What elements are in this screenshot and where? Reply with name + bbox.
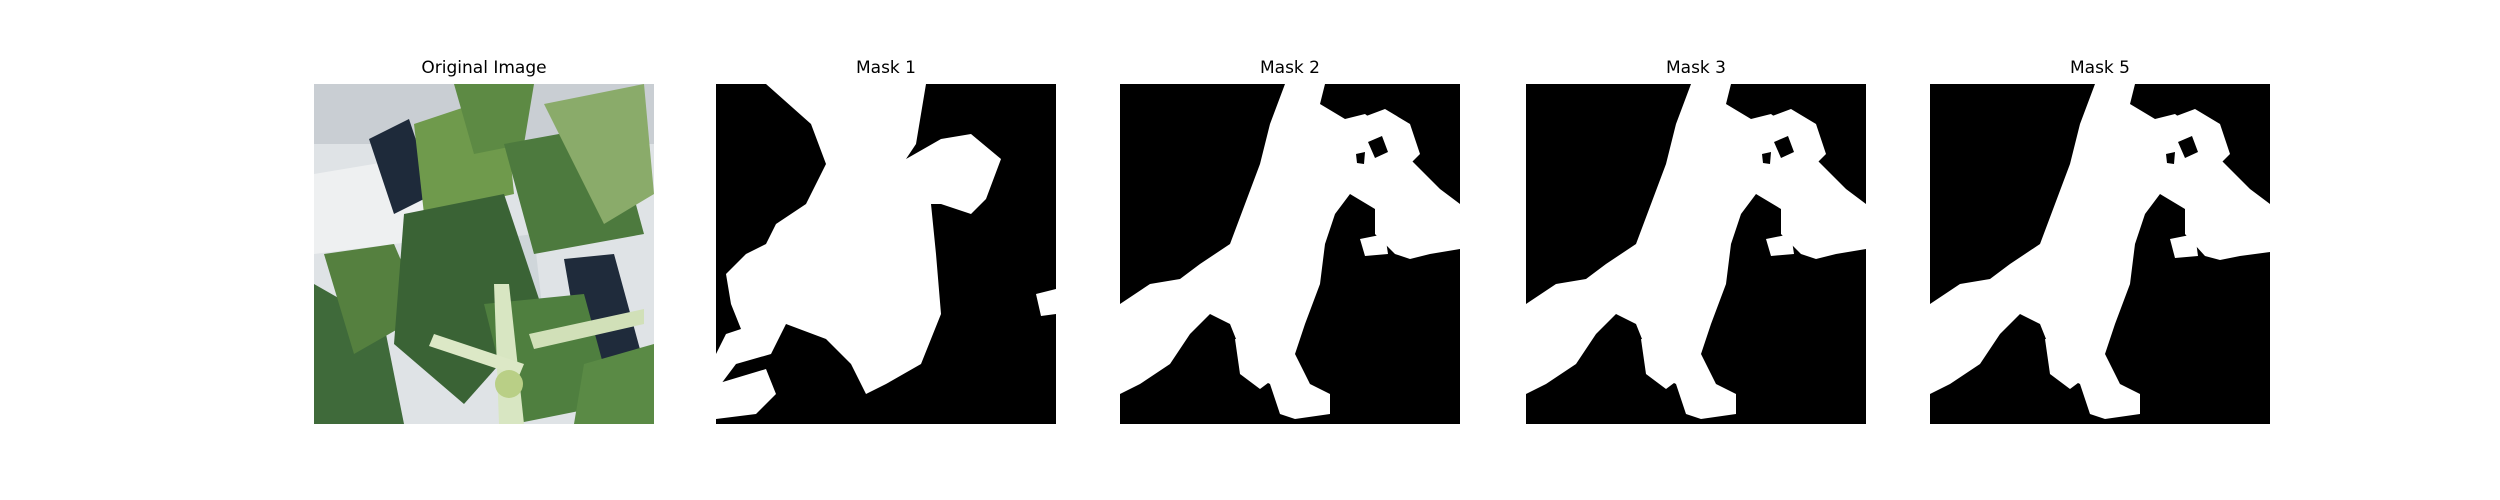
mask-5-image — [1930, 84, 2270, 424]
panel-title-mask-2: Mask 2 — [1259, 58, 1320, 78]
panel-title-mask-1: Mask 1 — [855, 58, 916, 78]
original-plant-photo — [314, 84, 654, 424]
mask-1-image — [716, 84, 1056, 424]
mask-2-image — [1120, 84, 1460, 424]
panel-title-original-image: Original Image — [421, 58, 547, 78]
panel-title-mask-3: Mask 3 — [1665, 58, 1726, 78]
mask-3-image — [1526, 84, 1866, 424]
panel-title-mask-5: Mask 5 — [2069, 58, 2130, 78]
